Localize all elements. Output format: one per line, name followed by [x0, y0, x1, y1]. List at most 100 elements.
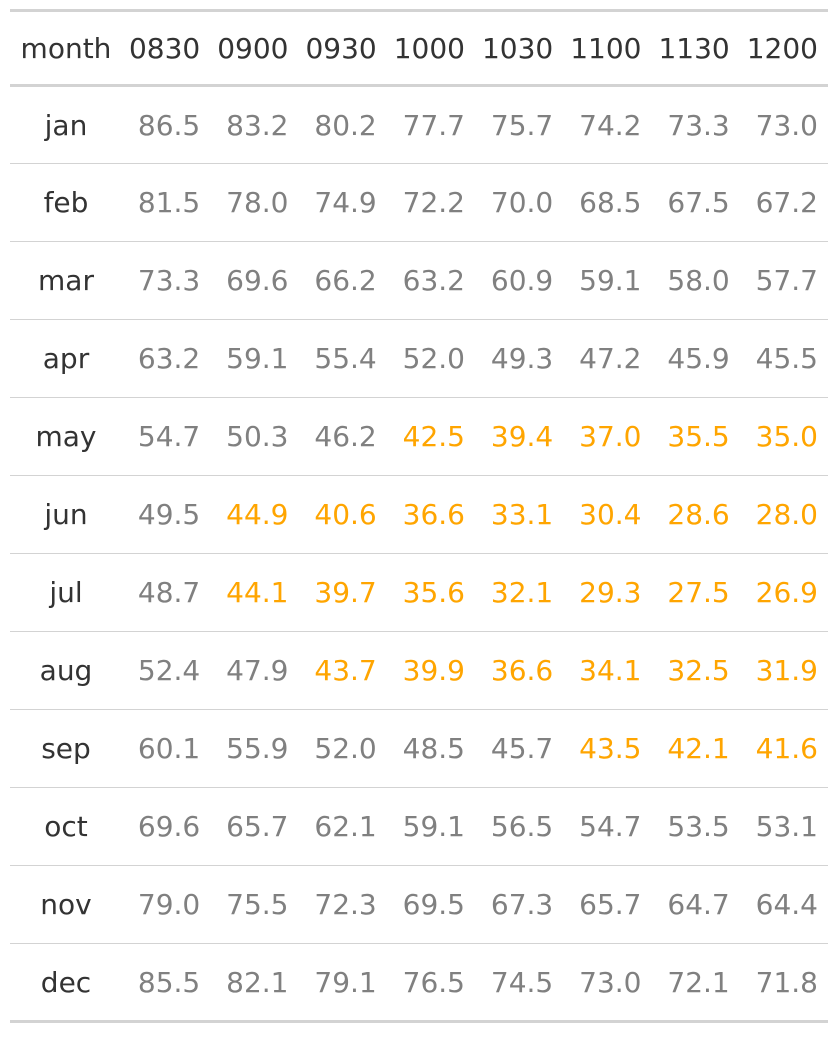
value-cell-highlighted: 28.0 — [739, 475, 828, 554]
value-cell: 55.9 — [210, 709, 299, 788]
month-cell: jun — [10, 475, 122, 554]
value-cell-highlighted: 32.5 — [651, 631, 740, 710]
value-cell: 49.3 — [475, 319, 564, 398]
value-cell: 64.7 — [651, 865, 740, 944]
value-cell: 72.3 — [298, 865, 387, 944]
column-header-0900: 0900 — [210, 10, 299, 87]
value-cell: 59.1 — [210, 319, 299, 398]
month-cell: sep — [10, 709, 122, 788]
value-cell-highlighted: 32.1 — [475, 553, 564, 632]
value-cell-highlighted: 43.5 — [563, 709, 652, 788]
value-cell: 66.2 — [298, 241, 387, 320]
value-cell-highlighted: 39.4 — [475, 397, 564, 476]
value-cell: 73.3 — [122, 241, 211, 320]
value-cell-highlighted: 43.7 — [298, 631, 387, 710]
value-cell: 67.2 — [739, 163, 828, 242]
value-cell: 57.7 — [739, 241, 828, 320]
value-cell-highlighted: 31.9 — [739, 631, 828, 710]
value-cell: 72.1 — [651, 943, 740, 1022]
value-cell-highlighted: 44.9 — [210, 475, 299, 554]
table-row: jan 86.5 83.2 80.2 77.7 75.7 74.2 73.3 73.0 — [10, 86, 828, 164]
month-cell: may — [10, 397, 122, 476]
value-cell-highlighted: 42.1 — [651, 709, 740, 788]
value-cell: 65.7 — [210, 787, 299, 866]
table-row: oct 69.6 65.7 62.1 59.1 56.5 54.7 53.5 53.1 — [10, 787, 828, 866]
table-row: jun 49.5 44.9 40.6 36.6 33.1 30.4 28.6 28.0 — [10, 475, 828, 554]
value-cell-highlighted: 39.9 — [386, 631, 475, 710]
value-cell: 60.9 — [475, 241, 564, 320]
value-cell: 53.1 — [739, 787, 828, 866]
value-cell: 64.4 — [739, 865, 828, 944]
value-cell: 52.0 — [386, 319, 475, 398]
column-header-1000: 1000 — [386, 10, 475, 87]
value-cell: 79.1 — [298, 943, 387, 1022]
month-cell: dec — [10, 943, 122, 1022]
value-cell: 56.5 — [475, 787, 564, 866]
month-cell: jul — [10, 553, 122, 632]
value-cell: 55.4 — [298, 319, 387, 398]
table-row: feb 81.5 78.0 74.9 72.2 70.0 68.5 67.5 67.2 — [10, 163, 828, 242]
table-body: jan 86.5 83.2 80.2 77.7 75.7 74.2 73.3 73.0 feb 81… — [10, 86, 828, 1022]
value-cell: 48.7 — [122, 553, 211, 632]
value-cell: 83.2 — [226, 108, 289, 142]
value-cell: 53.5 — [651, 787, 740, 866]
value-cell-highlighted: 35.5 — [651, 397, 740, 476]
table-row: sep 60.1 55.9 52.0 48.5 45.7 43.5 42.1 41.6 — [10, 709, 828, 788]
value-cell: 54.7 — [563, 787, 652, 866]
value-cell: 45.9 — [651, 319, 740, 398]
month-cell: mar — [10, 241, 122, 320]
value-cell: 46.2 — [298, 397, 387, 476]
value-cell-highlighted: 40.6 — [298, 475, 387, 554]
value-cell: 74.5 — [475, 943, 564, 1022]
column-header-1100: 1100 — [563, 10, 652, 87]
value-cell: 68.5 — [563, 163, 652, 242]
value-cell-highlighted: 26.9 — [739, 553, 828, 632]
value-cell: 73.3 — [667, 108, 730, 142]
value-cell: 49.5 — [122, 475, 211, 554]
value-cell-highlighted: 39.7 — [298, 553, 387, 632]
value-cell-highlighted: 44.1 — [210, 553, 299, 632]
value-cell: 80.2 — [314, 108, 377, 142]
value-cell: 59.1 — [386, 787, 475, 866]
value-cell: 59.1 — [563, 241, 652, 320]
value-cell: 67.5 — [651, 163, 740, 242]
value-cell: 69.6 — [210, 241, 299, 320]
header-row: month 0830 0900 0930 1000 1030 1100 1130 1200 — [10, 10, 828, 87]
month-cell: jan — [44, 108, 88, 142]
column-header-0930: 0930 — [298, 10, 387, 87]
value-cell: 50.3 — [210, 397, 299, 476]
data-table-container: month 0830 0900 0930 1000 1030 1100 1130 1200 ja… — [10, 9, 828, 1023]
column-header-1200: 1200 — [739, 10, 828, 87]
value-cell: 63.2 — [386, 241, 475, 320]
value-cell: 78.0 — [210, 163, 299, 242]
column-header-1030: 1030 — [475, 10, 564, 87]
value-cell: 67.3 — [475, 865, 564, 944]
value-cell: 63.2 — [122, 319, 211, 398]
value-cell: 85.5 — [122, 943, 211, 1022]
value-cell: 52.0 — [298, 709, 387, 788]
value-cell: 71.8 — [739, 943, 828, 1022]
value-cell: 73.0 — [755, 108, 818, 142]
value-cell: 47.9 — [210, 631, 299, 710]
table-header: month 0830 0900 0930 1000 1030 1100 1130 1200 — [10, 10, 828, 87]
value-cell-highlighted: 27.5 — [651, 553, 740, 632]
value-cell: 76.5 — [386, 943, 475, 1022]
value-cell: 75.5 — [210, 865, 299, 944]
value-cell-highlighted: 42.5 — [386, 397, 475, 476]
value-cell: 62.1 — [298, 787, 387, 866]
month-cell: nov — [10, 865, 122, 944]
month-cell: feb — [10, 163, 122, 242]
value-cell: 74.2 — [579, 108, 642, 142]
value-cell: 48.5 — [386, 709, 475, 788]
column-header-month: month — [10, 10, 122, 87]
value-cell: 65.7 — [563, 865, 652, 944]
value-cell: 47.2 — [563, 319, 652, 398]
value-cell: 69.6 — [122, 787, 211, 866]
value-cell-highlighted: 35.6 — [386, 553, 475, 632]
value-cell: 75.7 — [490, 108, 554, 142]
value-cell: 58.0 — [651, 241, 740, 320]
value-cell-highlighted: 36.6 — [475, 631, 564, 710]
value-cell: 70.0 — [475, 163, 564, 242]
value-cell: 74.9 — [298, 163, 387, 242]
value-cell-highlighted: 35.0 — [739, 397, 828, 476]
